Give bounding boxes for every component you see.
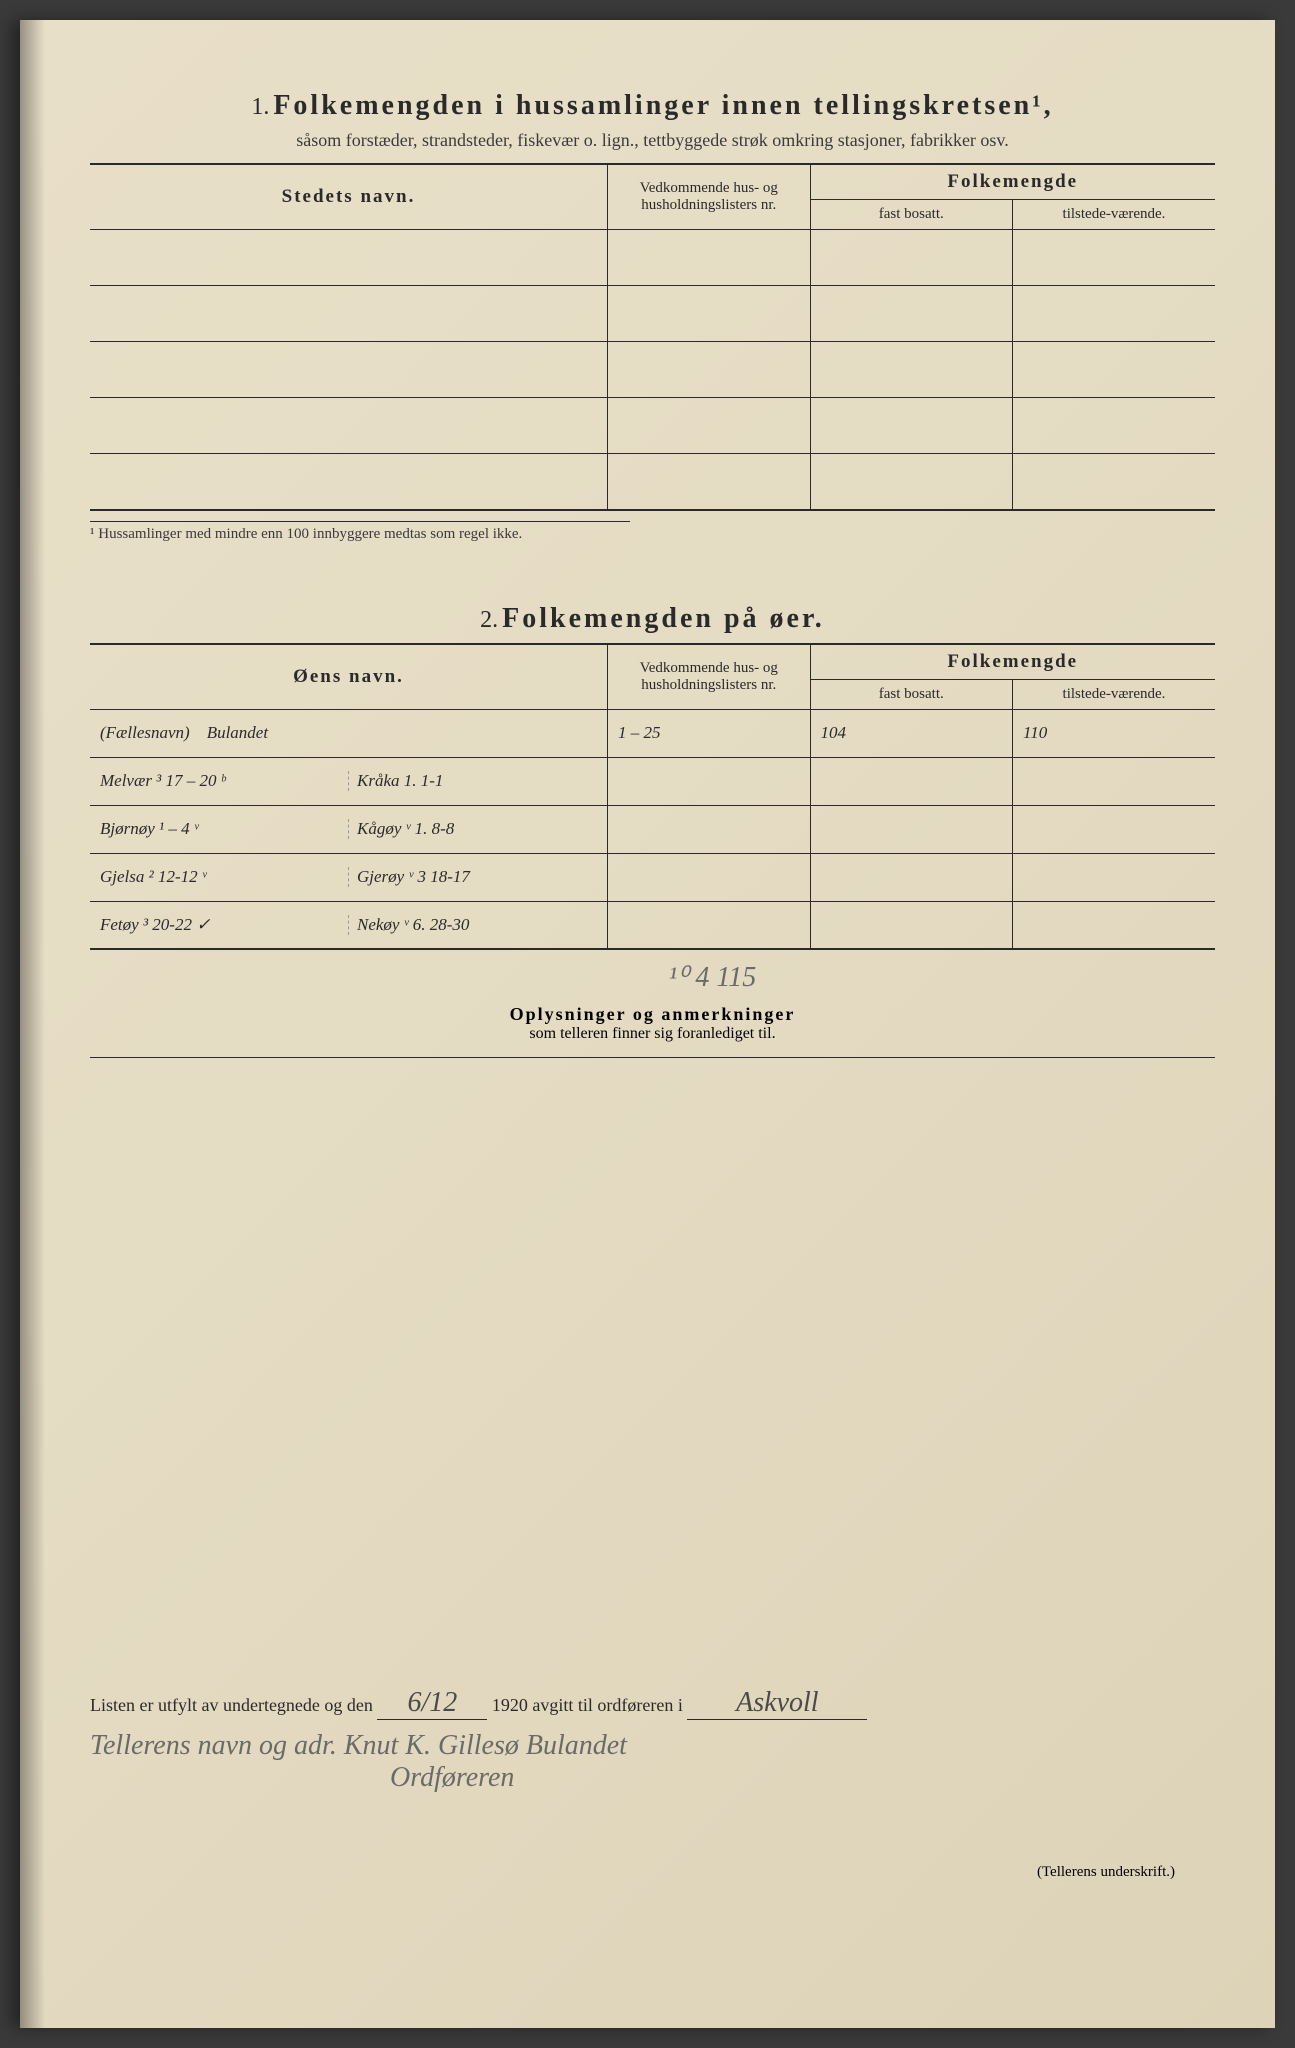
th-stedets-navn: Stedets navn. [90,164,608,230]
row0-nr: 1 – 25 [608,709,811,757]
row1-left: Melvær ³ 17 – 20 ᵇ [100,771,349,791]
row4-left: Fetøy ³ 20-22 ✓ [100,915,349,935]
document-page: 1. Folkemengden i hussamlinger innen tel… [20,20,1275,2028]
section2-number: 2. [480,607,498,633]
table-row [90,230,1215,286]
section1-table: Stedets navn. Vedkommende hus- og hushol… [90,163,1215,511]
row0-tilstede: 110 [1013,709,1216,757]
th-folkemengde2: Folkemengde [810,644,1215,680]
sig-mid: avgitt til ordføreren i [532,1695,682,1715]
th-oens-navn: Øens navn. [90,644,608,710]
sig-place: Askvoll [687,1687,867,1720]
row0-left: (Fællesnavn) [100,723,190,742]
table-row: Gjelsa ² 12-12 ᵛ Gjerøy ᵛ 3 18-17 [90,853,1215,901]
signature-line3: Ordføreren [390,1762,1215,1794]
th-nr2: Vedkommende hus- og husholdningslisters … [608,644,811,710]
th-fast: fast bosatt. [810,200,1013,230]
sig-year: 1920 [492,1695,528,1715]
below-row-note: ¹⁰ 4 115 [210,960,1215,994]
th-tilstede: tilstede-værende. [1013,200,1216,230]
section1-number: 1. [251,94,269,120]
th-folkemengde: Folkemengde [810,164,1215,200]
signature-line2: Tellerens navn og adr. Knut K. Gillesø B… [90,1730,1215,1762]
table-row: (Fællesnavn) Bulandet 1 – 25 104 110 [90,709,1215,757]
notes-area [90,1057,1215,1597]
section1-subtitle: såsom forstæder, strandsteder, fiskevær … [90,130,1215,151]
table-row [90,342,1215,398]
th-tilstede2: tilstede-værende. [1013,679,1216,709]
section2-table: Øens navn. Vedkommende hus- og husholdni… [90,643,1215,951]
sig-line2-label: Tellerens navn og adr. [90,1730,337,1761]
section2-title: 2. Folkemengden på øer. [90,603,1215,635]
row3-left: Gjelsa ² 12-12 ᵛ [100,867,349,887]
row3-right: Gjerøy ᵛ 3 18-17 [349,867,597,887]
row0-fast: 104 [810,709,1013,757]
notes-heading: Oplysninger og anmerkninger som telleren… [90,1004,1215,1043]
table-row: Melvær ³ 17 – 20 ᵇ Kråka 1. 1-1 [90,757,1215,805]
th-fast2: fast bosatt. [810,679,1013,709]
section1-heading: Folkemengden i hussamlinger innen tellin… [273,90,1053,121]
table-row [90,286,1215,342]
section1-title: 1. Folkemengden i hussamlinger innen tel… [90,90,1215,122]
row2-right: Kågøy ᵛ 1. 8-8 [349,819,597,839]
row2-left: Bjørnøy ¹ – 4 ᵛ [100,819,349,839]
section2-heading: Folkemengden på øer. [502,603,825,634]
sig-date: 6/12 [377,1687,487,1720]
table-row: Bjørnøy ¹ – 4 ᵛ Kågøy ᵛ 1. 8-8 [90,805,1215,853]
th-nr: Vedkommende hus- og husholdningslisters … [608,164,811,230]
table-row [90,454,1215,510]
signature-under-label: (Tellerens underskrift.) [90,1864,1215,1881]
section1-footnote: ¹ Hussamlinger med mindre enn 100 innbyg… [90,521,630,543]
row4-right: Nekøy ᵛ 6. 28-30 [349,915,597,935]
notes-title: Oplysninger og anmerkninger [90,1004,1215,1025]
sig-line2-value: Knut K. Gillesø Bulandet [344,1730,627,1761]
table-row [90,398,1215,454]
signature-block: Listen er utfylt av undertegnede og den … [90,1687,1215,1720]
table-row: Fetøy ³ 20-22 ✓ Nekøy ᵛ 6. 28-30 [90,901,1215,949]
sig-prefix: Listen er utfylt av undertegnede og den [90,1695,373,1715]
row1-right: Kråka 1. 1-1 [349,771,597,791]
row0-right: Bulandet [207,723,268,742]
notes-subtitle: som telleren finner sig foranlediget til… [90,1025,1215,1043]
